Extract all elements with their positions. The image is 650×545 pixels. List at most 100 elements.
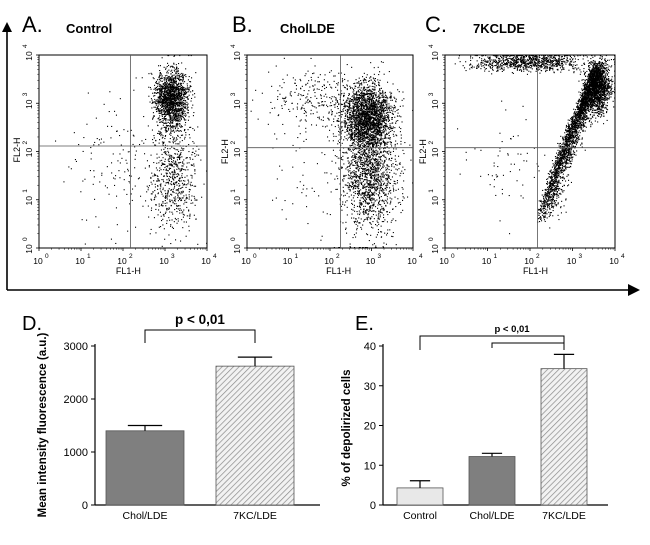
panel-b-x-tick-label: 10 [407,256,417,266]
panel-b-x-axis-label: FL1-H [326,266,351,276]
panel-b-y-tick-exponent: 2 [230,141,237,145]
panel-e-p-value-label: p < 0,01 [494,324,530,335]
panel-d-category-label: 7KC/LDE [233,510,277,522]
panel-b-x-tick-label: 10 [283,256,293,266]
panel-b-x-tick-exponent: 1 [295,253,299,260]
panel-c-x-tick-exponent: 3 [579,253,583,260]
flow-arrow-frame [2,22,640,296]
panel-e-y-tick-label: 30 [364,381,376,393]
panel-c-x-tick-label: 10 [524,256,534,266]
panel-d-y-tick-label: 0 [82,500,88,512]
panel-a-letter: A. [22,12,43,37]
panel-a-y-tick-label: 10 [24,148,34,158]
panel-b-x-tick-exponent: 4 [419,253,423,260]
panel-b-y-tick-exponent: 1 [230,189,237,193]
panel-a-x-tick-exponent: 0 [45,253,49,260]
panel-d-y-tick-label: 3000 [64,341,88,353]
panel-a-y-tick-label: 10 [24,244,34,254]
panel-d-p-value-label: p < 0,01 [175,312,225,327]
panel-d-bar-chart: D. Mean intensity fluorescence (a.u.) 0 1… [22,312,320,522]
up-arrow-head-icon [2,22,12,32]
panel-a-y-tick-exponent: 3 [22,92,29,96]
panel-a-x-tick-exponent: 1 [87,253,91,260]
panel-a-y-tick-exponent: 0 [22,237,29,241]
panel-b-y-tick-exponent: 3 [230,92,237,96]
panel-c-y-tick-label: 10 [430,244,440,254]
panel-b-y-axis-label: FL2-H [220,139,230,164]
panel-b-y-tick-exponent: 0 [230,237,237,241]
panel-c-letter: C. [425,12,447,37]
panel-c-x-tick-exponent: 4 [621,253,625,260]
panel-a-x-tick-label: 10 [201,256,211,266]
panel-a-x-tick-exponent: 4 [213,253,217,260]
panel-b-event-dots [250,57,414,249]
panel-b-x-tick-exponent: 3 [378,253,382,260]
panel-c-y-tick-exponent: 1 [428,189,435,193]
panel-c-y-axis-label: FL2-H [418,139,428,164]
panel-b-letter: B. [232,12,253,37]
panel-a-x-tick-exponent: 2 [129,253,133,260]
panel-c-y-tick-label: 10 [430,99,440,109]
panel-c-y-tick-label: 10 [430,196,440,206]
panel-e-category-label: Control [403,510,437,522]
panel-a-x-axis-label: FL1-H [116,266,141,276]
panel-b-y-tick-label: 10 [232,244,242,254]
panel-c-x-axis-label: FL1-H [523,266,548,276]
panel-c-title: 7KCLDE [473,21,525,36]
panel-d-bar [215,365,295,506]
panel-e-bar [468,456,516,506]
panel-a-y-tick-exponent: 2 [22,141,29,145]
panel-a-x-tick-label: 10 [117,256,127,266]
panel-a-y-tick-exponent: 1 [22,189,29,193]
panel-c-x-tick-exponent: 1 [494,253,498,260]
panel-c-x-tick-label: 10 [609,256,619,266]
panel-c-x-tick-label: 10 [439,256,449,266]
panel-a-x-tick-label: 10 [159,256,169,266]
panel-d-category-label: Chol/LDE [123,510,168,522]
panel-a-event-dots [55,55,208,247]
panel-b-x-tick-label: 10 [241,256,251,266]
panel-a-y-tick-exponent: 4 [22,44,29,48]
panel-a-y-tick-label: 10 [24,51,34,61]
panel-c-x-tick-exponent: 2 [536,253,540,260]
panel-b-x-tick-label: 10 [366,256,376,266]
panel-b-x-tick-exponent: 2 [336,253,340,260]
panel-a-y-tick-label: 10 [24,196,34,206]
panel-b-y-tick-label: 10 [232,196,242,206]
panel-c-y-tick-exponent: 3 [428,92,435,96]
panel-c-y-tick-exponent: 0 [428,237,435,241]
panel-e-letter: E. [355,313,374,335]
panel-e-y-axis-label: % of depolirized cells [341,370,353,487]
panel-e-y-tick-label: 40 [364,341,376,353]
right-arrow-head-icon [628,284,640,296]
panel-e-y-tick-label: 0 [370,500,376,512]
panel-c-x-tick-exponent: 0 [451,253,455,260]
panel-e-y-tick-label: 20 [364,421,376,433]
panel-a-y-axis-label: FL2-H [12,137,22,162]
panel-a-x-tick-label: 10 [33,256,43,266]
panel-d-y-tick-label: 1000 [64,447,88,459]
panel-b-y-tick-label: 10 [232,51,242,61]
panel-a-x-tick-label: 10 [75,256,85,266]
panel-b-x-tick-label: 10 [324,256,334,266]
panel-c-x-tick-label: 10 [482,256,492,266]
panel-a-x-tick-exponent: 3 [171,253,175,260]
panel-c-x-tick-label: 10 [567,256,577,266]
panel-e-category-label: 7KC/LDE [542,510,586,522]
panel-b-x-tick-exponent: 0 [253,253,257,260]
panel-d-y-tick-label: 2000 [64,394,88,406]
panel-c-y-tick-exponent: 4 [428,44,435,48]
panel-c-y-tick-label: 10 [430,148,440,158]
panel-b-y-tick-exponent: 4 [230,44,237,48]
panel-e-inner-significance-bracket [491,342,564,348]
panel-c-y-tick-label: 10 [430,51,440,61]
panel-d-letter: D. [22,313,42,335]
panel-d-significance-bracket [144,329,256,343]
panel-e-category-label: Chol/LDE [470,510,515,522]
panel-e-bar-chart: E. % of depolirized cells 0 10 20 30 40 Contr… [341,313,608,522]
panel-b-title: CholLDE [280,21,335,36]
